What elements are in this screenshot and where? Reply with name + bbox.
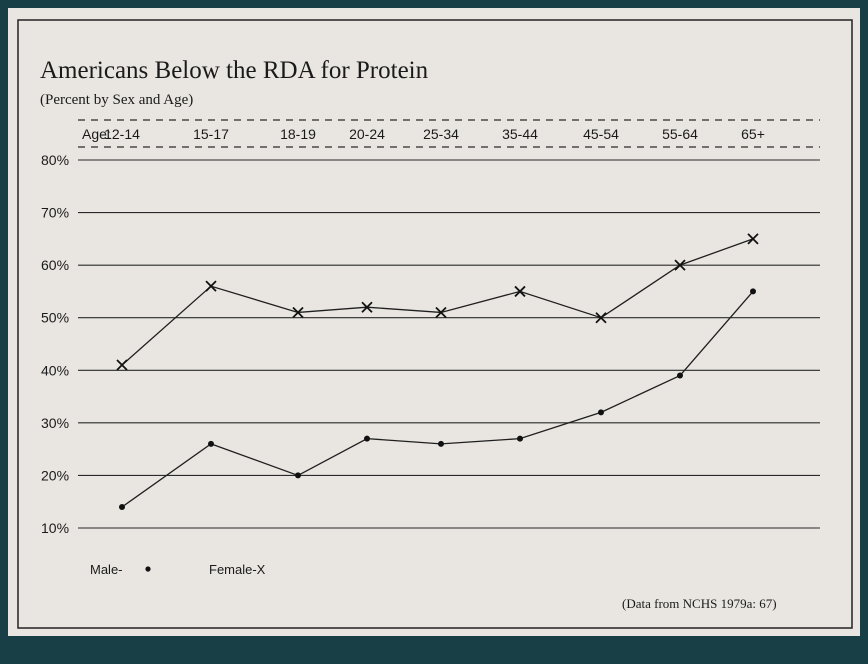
grid	[78, 159, 820, 529]
data-point-female	[292, 306, 304, 319]
x-category-label: 15-17	[193, 126, 229, 142]
y-tick-label: 40%	[41, 362, 69, 378]
data-point-female	[361, 301, 373, 313]
data-point-female	[595, 312, 607, 324]
y-tick-label: 30%	[41, 415, 69, 431]
series-layer	[116, 233, 759, 510]
chart-source: (Data from NCHS 1979a: 67)	[622, 596, 777, 611]
y-tick-label: 80%	[41, 152, 69, 168]
series-line-male	[121, 291, 754, 508]
series-female	[116, 233, 759, 371]
y-axis-ticks: 80% 70% 60% 50% 40% 30% 20% 10%	[41, 152, 69, 536]
y-tick-label: 10%	[41, 520, 69, 536]
chart-subtitle: (Percent by Sex and Age)	[40, 92, 193, 108]
data-point-male	[438, 440, 444, 447]
data-point-male	[750, 288, 756, 295]
y-tick-label: 20%	[41, 467, 69, 483]
legend-male-marker	[145, 566, 151, 572]
data-point-male	[208, 440, 214, 447]
data-point-female	[205, 280, 217, 292]
chart-frame	[17, 19, 853, 629]
data-point-male	[364, 435, 370, 442]
x-axis-categories: 12-14 15-17 18-19 20-24 25-34 35-44 45-54 55-64…	[104, 126, 765, 142]
data-point-male	[598, 409, 604, 416]
x-category-label: 12-14	[104, 126, 140, 142]
series-male	[119, 288, 756, 510]
x-category-label: 45-54	[583, 126, 619, 142]
x-category-label: 35-44	[502, 126, 538, 142]
data-point-female	[747, 233, 759, 245]
data-point-male	[677, 372, 683, 379]
legend-female: Female-X	[209, 562, 266, 577]
x-category-label: 25-34	[423, 126, 459, 142]
chart: Americans Below the RDA for Protein (Per…	[17, 19, 853, 629]
data-point-male	[119, 503, 125, 510]
x-category-label: 20-24	[349, 126, 385, 142]
legend-male: Male-	[90, 562, 123, 577]
data-point-male	[517, 435, 523, 442]
x-category-label: 65+	[741, 126, 765, 142]
x-category-label: 55-64	[662, 126, 698, 142]
data-point-female	[435, 306, 447, 319]
y-tick-label: 60%	[41, 257, 69, 273]
data-point-male	[295, 472, 301, 479]
y-tick-label: 50%	[41, 310, 69, 326]
data-point-female	[116, 359, 128, 371]
series-line-female	[121, 238, 754, 366]
data-point-female	[514, 285, 526, 298]
data-point-female	[674, 259, 686, 271]
x-category-label: 18-19	[280, 126, 316, 142]
chart-title: Americans Below the RDA for Protein	[40, 57, 429, 84]
y-tick-label: 70%	[41, 205, 69, 221]
chart-paper: Americans Below the RDA for Protein (Per…	[8, 8, 860, 636]
x-axis-label: Age:	[82, 126, 111, 142]
